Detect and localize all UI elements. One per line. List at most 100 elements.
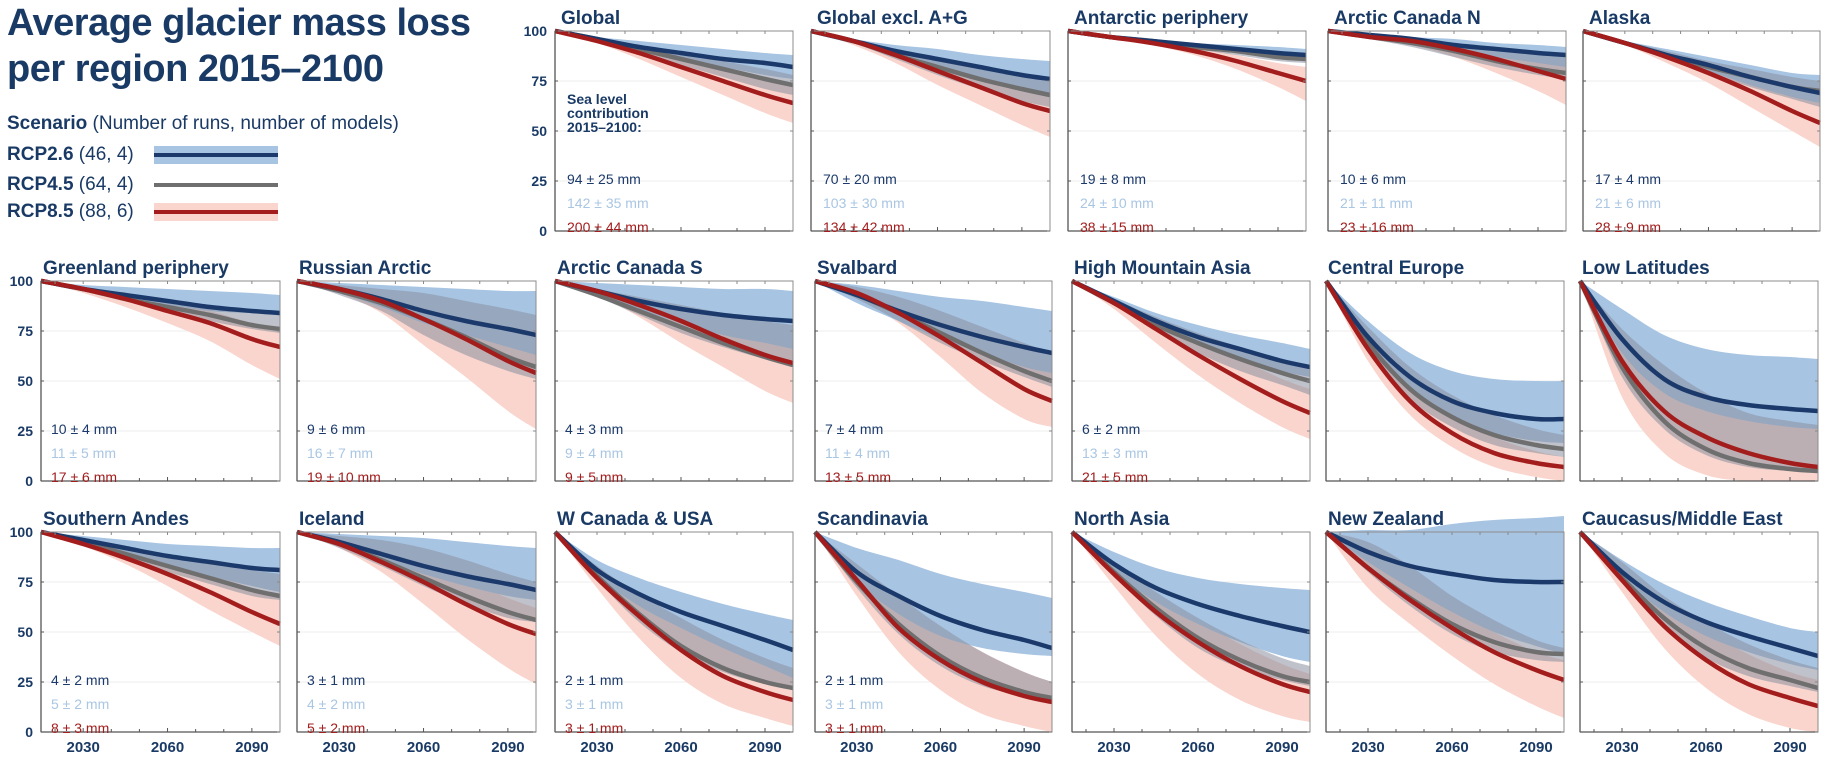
line-rcp85: [1070, 279, 1311, 416]
panel-title: Global: [561, 8, 620, 29]
title-line-2: per region 2015–2100: [7, 48, 384, 90]
band-rcp26: [1580, 281, 1818, 429]
sea-level-value-rcp85: 3 ± 1 mm: [565, 720, 623, 736]
x-tick-label: 2030: [580, 739, 613, 756]
legend-detail: (46, 4): [73, 144, 134, 165]
band-rcp45: [1326, 532, 1564, 662]
sea-level-value-rcp26: 10 ± 6 mm: [1340, 171, 1406, 187]
panel-southern-andes: Southern Andes 0 25 50 75 100 2030 2060 2090 4 ± …: [10, 509, 281, 756]
sea-level-value-rcp85: 3 ± 1 mm: [825, 720, 883, 736]
band-rcp26: [555, 532, 793, 678]
y-tick-label: 50: [17, 624, 33, 640]
legend-heading-bold: Scenario: [7, 113, 88, 134]
line-rcp45: [1577, 280, 1819, 474]
sea-level-value-rcp26: 19 ± 8 mm: [1080, 171, 1146, 187]
sea-level-value-rcp45: 21 ± 11 mm: [1340, 195, 1413, 211]
panel-title: Antarctic periphery: [1074, 8, 1249, 29]
panel-title: W Canada & USA: [557, 509, 714, 530]
line-rcp85: [1324, 279, 1565, 470]
y-tick-label: 75: [17, 323, 33, 339]
panel-title: Low Latitudes: [1582, 258, 1710, 279]
panel-title: Scandinavia: [817, 509, 928, 530]
band-rcp85: [555, 281, 793, 403]
x-tick-label: 2060: [664, 739, 697, 756]
sea-level-value-rcp26: 6 ± 2 mm: [1082, 421, 1140, 437]
line-rcp26: [40, 529, 281, 573]
sea-level-value-rcp85: 19 ± 10 mm: [307, 469, 381, 485]
sea-level-value-rcp45: 3 ± 1 mm: [565, 696, 623, 712]
sea-level-value-rcp26: 2 ± 1 mm: [825, 672, 883, 688]
panel-russian-arctic: Russian Arctic 9 ± 6 mm 16 ± 7 mm 19 ± 10 m…: [296, 258, 537, 485]
line-rcp85: [554, 278, 794, 366]
sea-level-value-rcp45: 5 ± 2 mm: [51, 696, 109, 712]
sea-level-value-rcp26: 4 ± 2 mm: [51, 672, 109, 688]
y-tick-label: 75: [17, 574, 33, 590]
panel-title: Southern Andes: [43, 509, 189, 530]
legend-heading: Scenario (Number of runs, number of mode…: [7, 113, 399, 135]
panel-title: Alaska: [1589, 8, 1651, 29]
sea-level-value-rcp45: 142 ± 35 mm: [567, 195, 649, 211]
x-tick-label: 2090: [1007, 739, 1040, 756]
sea-level-value-rcp26: 4 ± 3 mm: [565, 421, 623, 437]
legend-line-rcp26: [154, 153, 278, 157]
x-tick-label: 2060: [407, 739, 440, 756]
line-rcp85: [554, 28, 794, 106]
line-rcp85: [1578, 279, 1819, 470]
y-tick-label: 25: [17, 423, 33, 439]
panel-title: Global excl. A+G: [817, 8, 968, 29]
line-rcp26: [1578, 530, 1819, 659]
panel-title: Arctic Canada S: [557, 258, 703, 279]
panel-title: Svalbard: [817, 258, 897, 279]
line-rcp85: [553, 530, 794, 703]
sea-level-value-rcp45: 103 ± 30 mm: [823, 195, 905, 211]
sea-level-value-rcp45: 11 ± 5 mm: [51, 445, 116, 461]
x-tick-label: 2090: [235, 739, 268, 756]
band-rcp45: [297, 281, 536, 379]
sea-level-value-rcp85: 13 ± 5 mm: [825, 469, 891, 485]
x-tick-label: 2060: [1435, 739, 1468, 756]
y-tick-label: 25: [17, 674, 33, 690]
line-rcp85: [1582, 28, 1821, 126]
title-line-1: Average glacier mass loss: [7, 2, 471, 44]
y-tick-label: 100: [10, 524, 34, 540]
line-rcp85: [810, 28, 1051, 114]
y-tick-label: 50: [531, 123, 547, 139]
sea-level-value-rcp45: 16 ± 7 mm: [307, 445, 373, 461]
sea-level-value-rcp26: 10 ± 4 mm: [51, 421, 117, 437]
panel-alaska: Alaska 17 ± 4 mm 21 ± 6 mm 28 ± 9 mm: [1582, 8, 1821, 235]
panel-antarctic-periphery: Antarctic periphery 19 ± 8 mm 24 ± 10 mm 38…: [1067, 8, 1307, 235]
panel-global: Global 0 25 50 75 100 Sea levelcontribution201…: [524, 8, 794, 239]
panel-title: High Mountain Asia: [1074, 258, 1251, 279]
band-rcp85: [1072, 281, 1310, 439]
sea-level-value-rcp85: 21 ± 5 mm: [1082, 469, 1148, 485]
band-rcp45: [1580, 281, 1818, 473]
legend-detail: (64, 4): [73, 174, 134, 195]
panel-title: Caucasus/Middle East: [1582, 509, 1783, 530]
legend-detail: (88, 6): [73, 201, 134, 222]
sea-level-value-rcp45: 3 ± 1 mm: [825, 696, 883, 712]
sea-level-value-rcp26: 17 ± 4 mm: [1595, 171, 1661, 187]
line-rcp85: [813, 530, 1053, 705]
band-rcp85: [1326, 281, 1564, 481]
band-rcp26: [1326, 516, 1564, 654]
legend-item-rcp85: RCP8.5 (88, 6): [7, 200, 278, 224]
x-tick-label: 2030: [1351, 739, 1384, 756]
x-tick-label: 2030: [1605, 739, 1638, 756]
sea-level-value-rcp45: 11 ± 4 mm: [825, 445, 890, 461]
band-rcp45: [1580, 532, 1818, 692]
sea-level-value-rcp45: 4 ± 2 mm: [307, 696, 365, 712]
sea-level-value-rcp85: 5 ± 2 mm: [307, 720, 365, 736]
band-rcp45: [555, 532, 793, 690]
panel-caucasus-middle-east: Caucasus/Middle East 2030 2060 2090: [1578, 509, 1819, 756]
panel-w-canada-usa: W Canada & USA 2030 2060 2090 2 ± 1 mm 3 ± 1 …: [553, 509, 794, 756]
sea-level-value-rcp85: 38 ± 15 mm: [1080, 219, 1154, 235]
band-rcp26: [41, 281, 280, 314]
line-rcp26: [1325, 529, 1565, 585]
line-rcp85: [296, 278, 537, 376]
panel-title: New Zealand: [1328, 509, 1444, 530]
panel-title: Russian Arctic: [299, 258, 432, 279]
y-tick-label: 0: [25, 724, 33, 740]
line-rcp85: [1327, 28, 1567, 82]
sea-level-value-rcp45: 13 ± 3 mm: [1082, 445, 1148, 461]
